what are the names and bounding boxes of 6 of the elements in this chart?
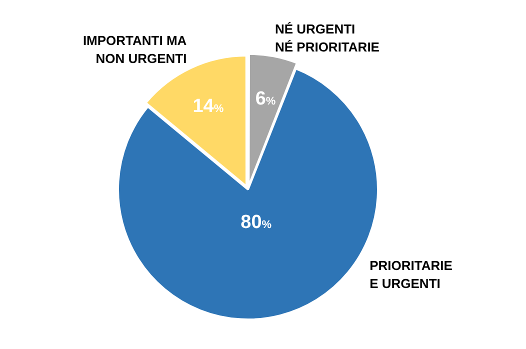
slice-label: NÉ URGENTI NÉ PRIORITARIE [274,22,380,55]
data-label: 80% [240,212,272,233]
data-label: 6% [255,88,276,110]
slice-label: IMPORTANTI MA NON URGENTI [82,32,188,66]
slice-label: PRIORITARIE E URGENTI [370,258,453,292]
data-label: 14% [192,96,224,117]
